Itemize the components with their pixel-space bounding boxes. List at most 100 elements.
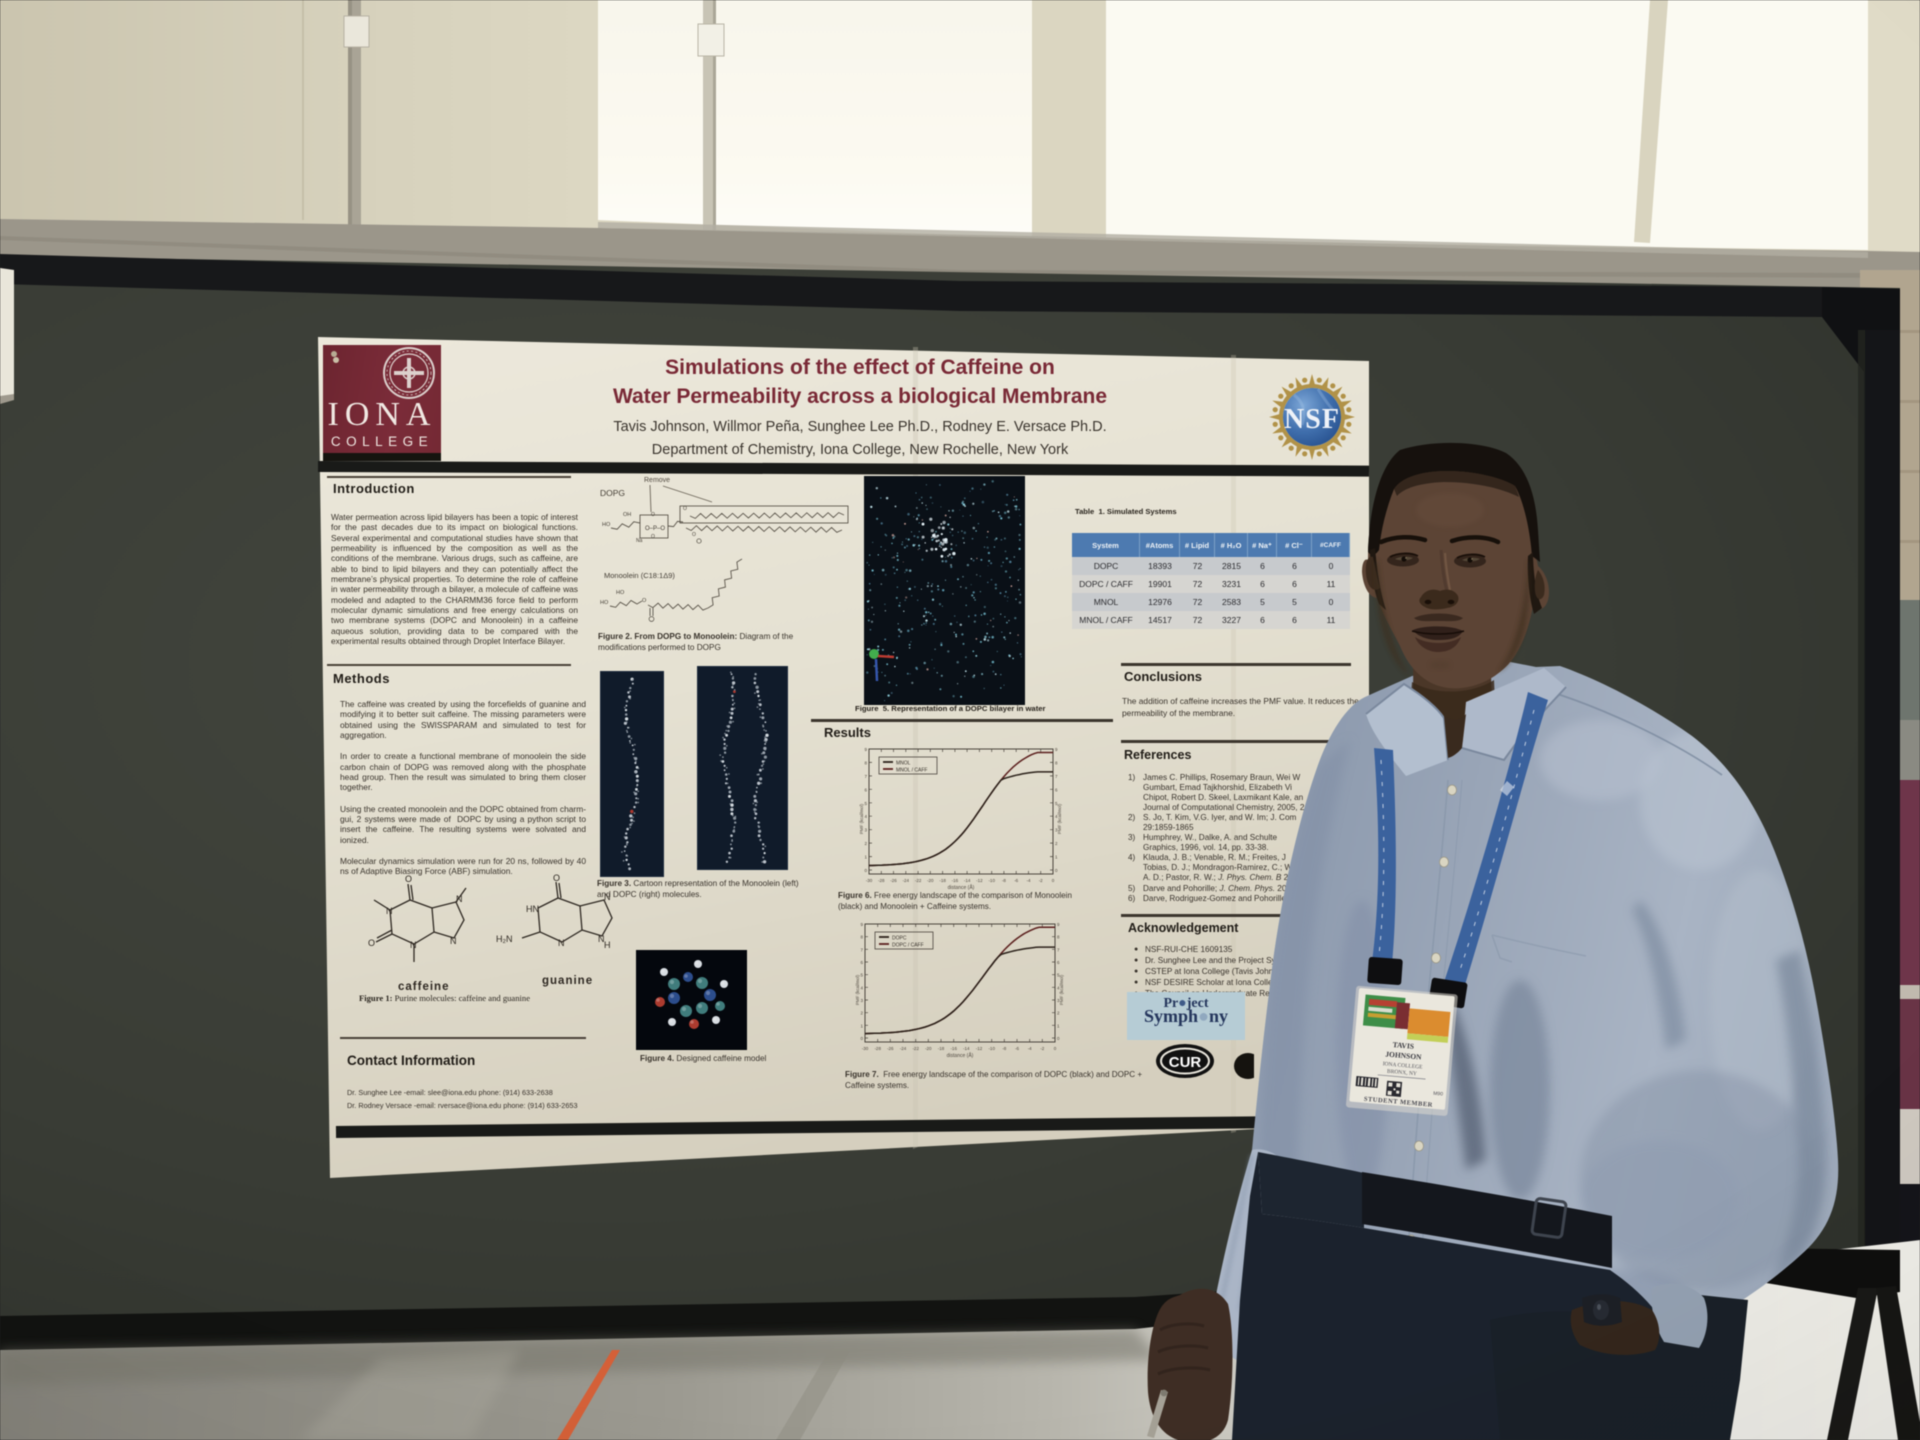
- svg-text:-12: -12: [976, 1046, 983, 1051]
- svg-text:7: 7: [1055, 774, 1058, 779]
- svg-text:-18: -18: [938, 1046, 945, 1051]
- svg-text:6: 6: [860, 960, 863, 965]
- svg-text:N: N: [450, 936, 457, 946]
- svg-text:N: N: [558, 938, 565, 948]
- svg-text:-20: -20: [927, 878, 934, 883]
- svg-text:-28: -28: [874, 1046, 881, 1051]
- svg-text:O: O: [368, 938, 375, 948]
- svg-text:IONA COLLEGE: IONA COLLEGE: [1382, 1061, 1423, 1071]
- svg-text:N: N: [456, 894, 463, 904]
- svg-text:4: 4: [1057, 985, 1060, 990]
- svg-text:2: 2: [1057, 1011, 1060, 1016]
- svg-text:Remove: Remove: [644, 477, 670, 484]
- svg-text:PMF (kcal/mol): PMF (kcal/mol): [1057, 803, 1062, 834]
- svg-text:-12: -12: [976, 878, 983, 883]
- svg-text:1: 1: [860, 1023, 863, 1028]
- svg-text:DOPC / CAFF: DOPC / CAFF: [892, 943, 924, 949]
- svg-text:1: 1: [1057, 1023, 1060, 1028]
- svg-text:NSF: NSF: [1284, 404, 1340, 435]
- svg-text:Monoolein (C18:1Δ9): Monoolein (C18:1Δ9): [604, 571, 675, 580]
- svg-text:DOPC: DOPC: [892, 936, 907, 942]
- svg-text:1: 1: [1055, 855, 1058, 860]
- svg-text:-10: -10: [988, 1046, 995, 1051]
- svg-text:O: O: [642, 598, 647, 604]
- svg-text:O: O: [692, 532, 696, 538]
- svg-text:2: 2: [1055, 841, 1058, 846]
- svg-text:MNOL: MNOL: [896, 761, 911, 767]
- svg-text:0: 0: [1052, 878, 1055, 883]
- svg-text:O: O: [651, 512, 655, 518]
- svg-text:5: 5: [1057, 973, 1060, 978]
- svg-text:DOPG: DOPG: [600, 488, 625, 498]
- svg-text:N: N: [604, 892, 611, 902]
- svg-text:-26: -26: [887, 1046, 894, 1051]
- svg-text:8: 8: [864, 760, 867, 765]
- svg-text:N: N: [410, 940, 417, 950]
- svg-text:-22: -22: [915, 878, 922, 883]
- svg-text:0: 0: [1055, 868, 1058, 873]
- svg-text:-26: -26: [890, 878, 897, 883]
- svg-text:H: H: [604, 940, 611, 950]
- svg-text:1: 1: [864, 855, 867, 860]
- svg-text:0: 0: [1057, 1036, 1060, 1041]
- svg-text:TAVIS: TAVIS: [1392, 1040, 1414, 1051]
- svg-text:caffeine: caffeine: [398, 981, 449, 993]
- svg-text:-20: -20: [925, 1046, 932, 1051]
- svg-text:distance (Å): distance (Å): [948, 884, 975, 891]
- svg-text:CUR: CUR: [1169, 1054, 1202, 1071]
- svg-text:-22: -22: [912, 1046, 919, 1051]
- svg-text:-4: -4: [1026, 878, 1030, 883]
- svg-text:PMF (kcal/mol): PMF (kcal/mol): [1059, 974, 1064, 1005]
- svg-text:5: 5: [860, 973, 863, 978]
- svg-text:2: 2: [864, 841, 867, 846]
- svg-text:-14: -14: [963, 1046, 970, 1051]
- svg-text:-30: -30: [862, 1046, 869, 1051]
- svg-text:-6: -6: [1014, 878, 1018, 883]
- svg-text:MNOL / CAFF: MNOL / CAFF: [896, 768, 927, 774]
- svg-text:9: 9: [1057, 922, 1060, 927]
- svg-text:-8: -8: [1002, 878, 1006, 883]
- svg-text:-10: -10: [988, 878, 995, 883]
- svg-text:3: 3: [1057, 998, 1060, 1003]
- svg-text:-24: -24: [903, 878, 910, 883]
- svg-text:7: 7: [860, 947, 863, 952]
- svg-text:O–P–O: O–P–O: [645, 526, 665, 532]
- svg-text:BRONX, NY: BRONX, NY: [1387, 1069, 1417, 1078]
- svg-text:8: 8: [860, 935, 863, 940]
- svg-text:3: 3: [1055, 828, 1058, 833]
- svg-text:Na: Na: [636, 538, 643, 544]
- svg-text:O: O: [553, 873, 560, 883]
- svg-text:-30: -30: [866, 878, 873, 883]
- svg-text:3: 3: [860, 998, 863, 1003]
- svg-text:-28: -28: [878, 878, 885, 883]
- svg-text:HN: HN: [526, 904, 539, 914]
- svg-text:O: O: [651, 534, 655, 540]
- svg-text:-18: -18: [939, 878, 946, 883]
- svg-text:3: 3: [864, 828, 867, 833]
- svg-text:8: 8: [1057, 935, 1060, 940]
- svg-text:4: 4: [860, 985, 863, 990]
- svg-text:PMF (kcal/mol): PMF (kcal/mol): [855, 974, 860, 1005]
- svg-text:-8: -8: [1002, 1046, 1006, 1051]
- svg-text:OH: OH: [623, 512, 631, 518]
- svg-text:4: 4: [864, 814, 867, 819]
- svg-text:7: 7: [864, 774, 867, 779]
- svg-text:distance (Å): distance (Å): [947, 1052, 974, 1059]
- svg-text:HO: HO: [602, 522, 611, 528]
- svg-text:O: O: [405, 874, 412, 884]
- svg-text:0: 0: [1054, 1046, 1057, 1051]
- svg-text:6: 6: [864, 787, 867, 792]
- svg-text:H₂N: H₂N: [496, 934, 513, 944]
- svg-text:-14: -14: [964, 878, 971, 883]
- svg-text:9: 9: [860, 922, 863, 927]
- svg-text:-2: -2: [1039, 878, 1043, 883]
- svg-text:7: 7: [1057, 947, 1060, 952]
- svg-text:N: N: [386, 906, 393, 916]
- svg-text:M90: M90: [1433, 1091, 1443, 1098]
- svg-text:HO: HO: [600, 600, 609, 606]
- svg-text:-4: -4: [1028, 1046, 1032, 1051]
- svg-text:6: 6: [1057, 960, 1060, 965]
- svg-text:4: 4: [1055, 814, 1058, 819]
- svg-text:O: O: [683, 506, 687, 512]
- svg-text:N: N: [598, 934, 605, 944]
